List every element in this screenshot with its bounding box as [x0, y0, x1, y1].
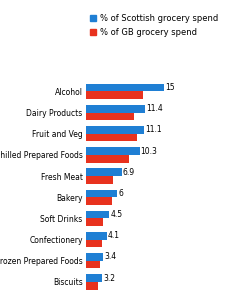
Text: 6.9: 6.9 — [123, 168, 135, 177]
Bar — [86, 218, 103, 226]
Bar — [86, 84, 164, 91]
Legend: % of Scottish grocery spend, % of GB grocery spend: % of Scottish grocery spend, % of GB gro… — [90, 14, 218, 37]
Bar — [86, 282, 98, 289]
Bar — [86, 113, 134, 120]
Bar — [86, 232, 107, 240]
Bar — [86, 105, 145, 113]
Bar — [86, 176, 113, 184]
Text: 11.1: 11.1 — [145, 125, 162, 134]
Text: 4.1: 4.1 — [108, 231, 120, 240]
Bar — [86, 91, 143, 99]
Bar — [86, 211, 109, 218]
Text: 4.5: 4.5 — [110, 210, 122, 219]
Text: 6: 6 — [118, 189, 123, 198]
Bar — [86, 240, 102, 247]
Bar — [86, 168, 122, 176]
Bar — [86, 190, 117, 197]
Text: 15: 15 — [165, 83, 175, 92]
Bar — [86, 274, 102, 282]
Bar — [86, 261, 100, 268]
Bar — [86, 253, 103, 261]
Bar — [86, 155, 128, 162]
Text: 10.3: 10.3 — [141, 147, 158, 155]
Bar — [86, 147, 140, 155]
Text: 3.2: 3.2 — [103, 274, 115, 283]
Text: 3.4: 3.4 — [104, 252, 117, 261]
Text: 11.4: 11.4 — [146, 104, 163, 113]
Bar — [86, 126, 144, 134]
Bar — [86, 134, 137, 141]
Bar — [86, 197, 112, 205]
